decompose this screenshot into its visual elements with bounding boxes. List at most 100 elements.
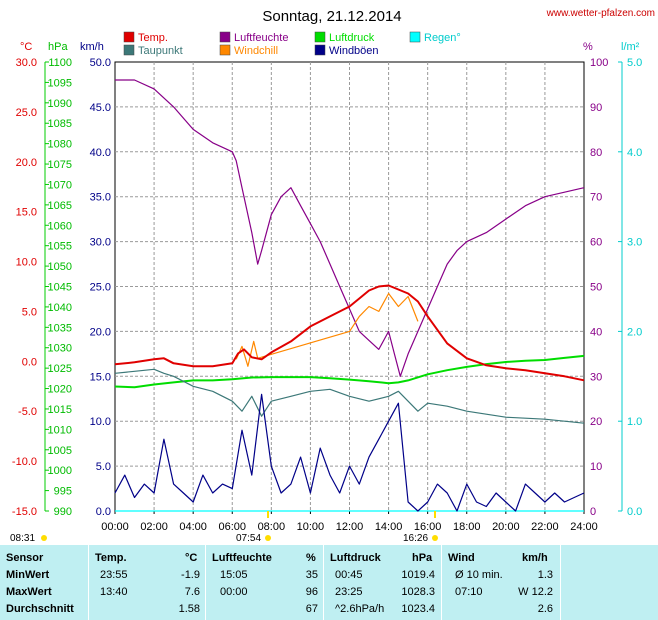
rain-tick-label: 4.0 — [627, 147, 642, 159]
legend-swatch — [123, 44, 135, 56]
header-temp: Temp. — [95, 552, 127, 564]
pressure-tick-label: 1085 — [48, 118, 72, 130]
temp-tick-label: -15.0 — [12, 506, 37, 518]
legend-swatch — [314, 31, 326, 43]
rain-tick-label: 1.0 — [627, 416, 642, 428]
x-tick-label: 04:00 — [179, 521, 207, 533]
x-axis: 00:00 02:00 04:00 06:00 08:00 10:00 12:00 14:00… — [101, 511, 598, 533]
pressure-tick-label: 1025 — [48, 363, 72, 375]
x-tick-label: 10:00 — [297, 521, 325, 533]
wind-unit: km/h — [80, 41, 104, 53]
pressure-tick-label: 1005 — [48, 445, 72, 457]
x-tick-label: 16:00 — [414, 521, 442, 533]
legend-label: Windböen — [329, 45, 379, 57]
cell-p-val: 1028.3 — [401, 586, 435, 598]
cell-h-time: 00:00 — [220, 586, 248, 598]
legend-swatch — [219, 44, 231, 56]
pressure-tick-label: 1080 — [48, 139, 72, 151]
cell-h-val: 96 — [305, 586, 318, 598]
x-tick-label: 20:00 — [492, 521, 520, 533]
x-tick-label: 12:00 — [336, 521, 364, 533]
pressure-tick-label: 1060 — [48, 220, 72, 232]
table-row: Durchschnitt 1.58 67 ^2.6hPa/h 1023.4 2.6 — [0, 601, 658, 618]
wind-tick-label: 35.0 — [90, 192, 111, 204]
table-row: MaxWert 13:40 7.6 00:00 96 23:25 1028.3 07:10 W … — [0, 584, 658, 601]
humidity-tick-label: 50 — [590, 282, 602, 294]
set-mark-label: 16:26 — [403, 533, 428, 544]
sunrise-label: 08:31 — [10, 533, 35, 544]
x-tick-label: 00:00 — [101, 521, 129, 533]
legend-label: Regen° — [424, 32, 461, 44]
chart-title: Sonntag, 21.12.2014 — [262, 8, 401, 25]
cell-p-time: ^2.6hPa/h — [335, 603, 385, 615]
sun-icon — [41, 535, 47, 541]
stats-table: Sensor Temp. °C Luftfeuchte % Luftdruck … — [0, 545, 658, 620]
wind-tick-label: 15.0 — [90, 371, 111, 383]
humidity-tick-label: 30 — [590, 371, 602, 383]
header-sensor: Sensor — [6, 552, 44, 564]
rain-tick-label: 0.0 — [627, 506, 642, 518]
cell-label: MaxWert — [6, 586, 52, 598]
legend-label: Luftdruck — [329, 32, 375, 44]
pressure-tick-label: 1090 — [48, 98, 72, 110]
x-tick-label: 06:00 — [218, 521, 246, 533]
y-axes: 30.0 25.0 20.0 15.0 10.0 5.0 0.0 -5.0 -10.0 -15.0… — [12, 57, 642, 518]
temp-tick-label: 0.0 — [22, 356, 37, 368]
pressure-tick-label: 1055 — [48, 241, 72, 253]
header-humidity: Luftfeuchte — [212, 552, 272, 564]
rise-mark-label: 07:54 — [236, 533, 261, 544]
wind-tick-label: 20.0 — [90, 326, 111, 338]
wind-tick-label: 50.0 — [90, 57, 111, 69]
temp-tick-label: 25.0 — [16, 107, 37, 119]
legend-swatch — [409, 31, 421, 43]
wind-tick-label: 0.0 — [96, 506, 111, 518]
pressure-tick-label: 1100 — [48, 57, 72, 69]
humidity-tick-label: 40 — [590, 326, 602, 338]
axis-units: °C hPa km/h% l/m² — [20, 41, 640, 53]
pressure-tick-label: 1020 — [48, 384, 72, 396]
pressure-tick-label: 1000 — [48, 465, 72, 477]
wind-tick-label: 30.0 — [90, 237, 111, 249]
pressure-tick-label: 1070 — [48, 179, 72, 191]
cell-w-time: Ø 10 min. — [455, 569, 503, 581]
pressure-tick-label: 990 — [54, 506, 72, 518]
humidity-tick-label: 60 — [590, 237, 602, 249]
sun-markers: 08:31 07:54 16:26 — [10, 511, 438, 544]
header-pressure-unit: hPa — [412, 552, 433, 564]
pressure-tick-label: 1010 — [48, 424, 72, 436]
temp-tick-label: 5.0 — [22, 306, 37, 318]
pressure-tick-label: 1065 — [48, 200, 72, 212]
wind-tick-label: 45.0 — [90, 102, 111, 114]
series-group — [114, 79, 585, 512]
cell-t-time: 13:40 — [100, 586, 128, 598]
pressure-unit: hPa — [48, 41, 68, 53]
cell-h-val: 67 — [305, 603, 318, 615]
cell-p-time: 23:25 — [335, 586, 363, 598]
wind-tick-label: 40.0 — [90, 147, 111, 159]
series-line-windchill — [235, 292, 419, 367]
temp-tick-label: 10.0 — [16, 257, 37, 269]
x-tick-label: 22:00 — [531, 521, 559, 533]
humidity-unit: % — [583, 41, 593, 53]
series-line-luftdruck — [114, 354, 585, 389]
cell-t-time: 23:55 — [100, 569, 128, 581]
pressure-tick-label: 1075 — [48, 159, 72, 171]
header-wind: Wind — [448, 552, 475, 564]
temp-unit: °C — [20, 41, 32, 53]
cell-label: MinWert — [6, 569, 50, 581]
series-line-temp — [114, 284, 585, 382]
series-line-taupunkt — [114, 368, 585, 424]
cell-t-val: 1.58 — [178, 603, 200, 615]
cell-w-val: 2.6 — [537, 603, 553, 615]
x-tick-label: 24:00 — [570, 521, 598, 533]
humidity-tick-label: 20 — [590, 416, 602, 428]
pressure-tick-label: 1045 — [48, 282, 72, 294]
pressure-tick-label: 995 — [54, 486, 72, 498]
site-link[interactable]: www.wetter-pfalzen.com — [546, 8, 655, 19]
legend-swatch — [123, 31, 135, 43]
sun-icon — [432, 535, 438, 541]
x-tick-label: 02:00 — [140, 521, 168, 533]
legend-label: Luftfeuchte — [234, 32, 288, 44]
rain-unit: l/m² — [621, 41, 640, 53]
